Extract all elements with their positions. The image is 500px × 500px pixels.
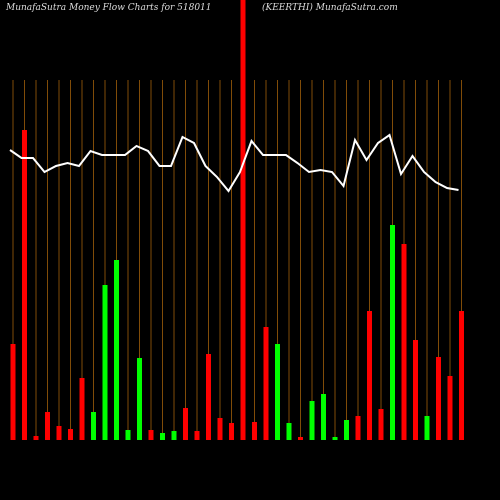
bar [194,431,200,440]
bar [298,437,303,440]
bar [459,311,464,440]
chart-title: MunafaSutra Money Flow Charts for 518011 [5,3,212,13]
bar [45,412,50,440]
bar [252,422,257,440]
bar [367,311,372,440]
bar [114,260,119,440]
bar [332,437,338,440]
bar [217,418,223,440]
bar [160,433,165,440]
bar [206,354,211,440]
bar [56,426,62,440]
bar [10,344,16,440]
money-flow-line [9,133,459,193]
bar [447,376,453,440]
chart-subtitle: (KEERTHI) MunafaSutra.com [262,2,398,13]
bar [309,401,315,440]
bar [286,423,292,440]
bar [125,430,131,440]
bar [148,430,154,440]
bar [413,340,418,440]
bar [436,357,441,440]
bar [91,412,96,440]
bar [79,378,85,440]
bar [183,408,188,440]
bar [424,416,430,440]
bar [68,429,73,440]
bar [378,409,384,440]
bar [102,285,108,440]
bar [229,423,234,440]
bar [171,431,177,440]
bar [22,130,27,440]
bar [355,416,361,440]
bars [10,0,464,440]
bar [344,420,349,440]
bar [33,436,39,440]
bar [263,327,269,440]
bar [275,344,280,440]
bar [390,225,395,440]
bar [401,244,407,440]
bar [137,358,142,440]
bar [321,394,326,440]
bar [240,0,246,440]
